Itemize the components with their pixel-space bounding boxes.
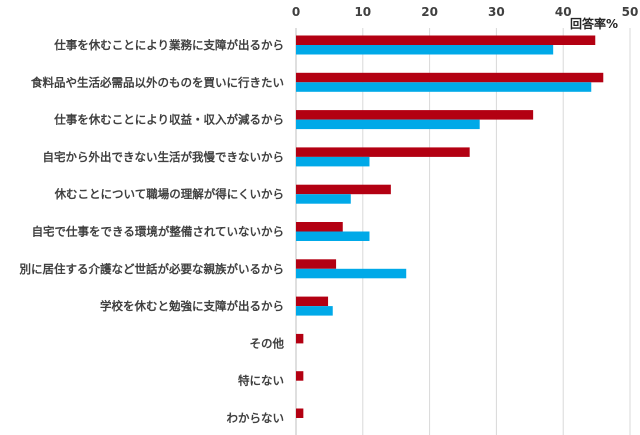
category-label: わからない [227, 411, 285, 425]
bar-series-2 [296, 194, 351, 204]
category-label: その他 [250, 336, 285, 350]
category-label: 休むことについて職場の理解が得にくいから [54, 187, 284, 201]
x-tick-label: 50 [622, 5, 639, 19]
bar-series-2 [296, 231, 370, 241]
bar-series-1 [296, 110, 534, 120]
bar-series-1 [296, 333, 304, 344]
bar-series-2 [296, 156, 370, 167]
bar-series-1 [296, 371, 304, 381]
bar-series-2 [296, 306, 333, 316]
x-tick-label: 0 [292, 5, 300, 19]
bars [296, 35, 604, 418]
bar-series-1 [296, 296, 329, 307]
bar-series-1 [296, 147, 470, 157]
category-label: 仕事を休むことにより収益・収入が減るから [53, 113, 284, 127]
bar-series-1 [296, 184, 391, 195]
x-tick-label: 30 [488, 5, 505, 19]
category-labels: 仕事を休むことにより業務に支障が出るから食料品や生活必需品以外のものを買いに行き… [19, 38, 285, 425]
bar-series-1 [296, 35, 596, 45]
x-tick-label: 40 [555, 5, 572, 19]
x-axis-ticks: 0 10 20 30 40 50 [292, 5, 639, 19]
bar-series-2 [296, 119, 480, 130]
bar-series-1 [296, 259, 337, 269]
category-label: 別に居住する介護など世話が必要な親族がいるから [19, 262, 285, 276]
bar-series-2 [296, 82, 592, 92]
x-tick-label: 20 [421, 5, 438, 19]
category-label: 仕事を休むことにより業務に支障が出るから [53, 38, 284, 52]
category-label: 食料品や生活必需品以外のものを買いに行きたい [31, 75, 284, 89]
x-tick-label: 10 [354, 5, 371, 19]
category-label: 学校を休むと勉強に支障が出るから [100, 299, 284, 313]
bar-series-1 [296, 408, 304, 418]
bar-series-1 [296, 72, 604, 83]
bar-series-1 [296, 222, 343, 232]
unit-label: 回答率% [570, 16, 618, 31]
category-label: 自宅から外出できない生活が我慢できないから [43, 150, 285, 164]
bar-series-2 [296, 45, 554, 55]
category-label: 特にない [238, 374, 284, 388]
category-label: 自宅で仕事をできる環境が整備されていないから [32, 225, 284, 239]
bar-series-2 [296, 268, 407, 279]
grid-lines [295, 28, 631, 435]
